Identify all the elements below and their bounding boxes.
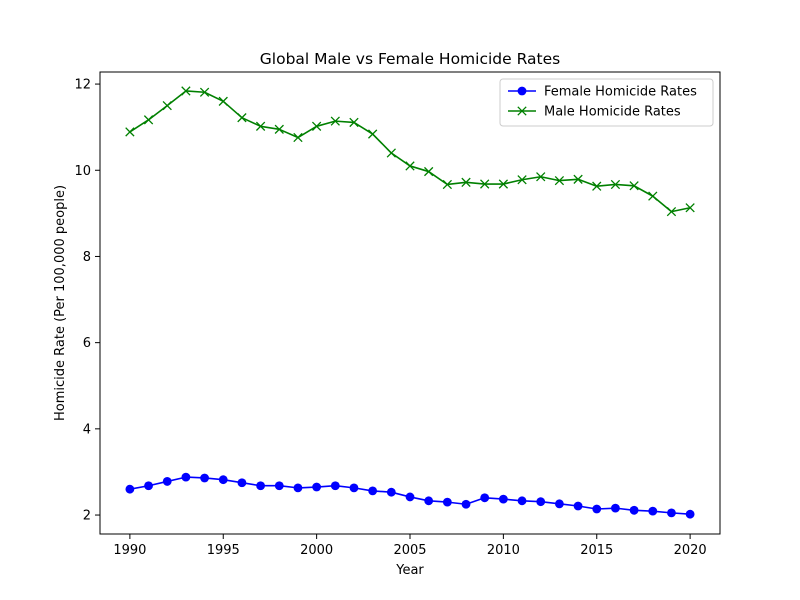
data-point	[255, 121, 266, 131]
data-point	[293, 483, 303, 493]
series-male	[125, 86, 695, 217]
data-point	[442, 497, 452, 507]
data-point	[517, 496, 527, 506]
data-point	[536, 497, 546, 507]
data-point	[667, 508, 676, 518]
data-point	[629, 181, 639, 191]
data-point	[368, 486, 378, 496]
data-point	[386, 148, 396, 158]
y-tick-label: 12	[74, 78, 91, 93]
data-point	[237, 478, 247, 488]
legend-entry: Male Homicide Rates	[508, 105, 681, 120]
data-point	[498, 494, 508, 504]
data-point	[573, 174, 583, 184]
legend-box	[499, 78, 714, 127]
data-point	[611, 503, 620, 513]
data-point	[237, 113, 247, 123]
legend-label: Male Homicide Rates	[544, 105, 681, 120]
legend: Female Homicide Rates Male Homicide Rates	[499, 78, 714, 127]
axes: 1990 1995 2000 2005 2010 2015 2020 2 4 6 8 10 12	[74, 71, 721, 558]
data-point	[181, 86, 191, 96]
data-point	[648, 506, 658, 516]
data-point	[648, 191, 658, 201]
legend-marker	[517, 106, 527, 116]
data-point	[330, 481, 340, 491]
data-point	[442, 179, 453, 190]
y-axis-title: Homicide Rate (Per 100,000 people)	[53, 185, 68, 421]
data-point	[367, 129, 378, 139]
data-point	[610, 179, 621, 190]
data-point	[461, 499, 471, 509]
data-point	[349, 117, 359, 128]
data-point	[498, 179, 509, 189]
data-point	[629, 505, 639, 515]
data-point	[405, 492, 415, 502]
plot-area	[125, 86, 695, 519]
data-point	[144, 481, 153, 491]
data-point	[312, 482, 322, 492]
x-axis-title: Year	[395, 563, 424, 578]
data-point	[274, 124, 284, 134]
data-point	[274, 481, 284, 491]
data-point	[592, 504, 602, 514]
data-point	[218, 96, 228, 106]
data-point	[125, 484, 135, 494]
data-point	[517, 175, 527, 185]
data-point	[573, 501, 583, 511]
data-point	[461, 177, 471, 187]
data-point	[554, 175, 565, 186]
data-point	[666, 206, 677, 217]
data-point	[480, 493, 490, 503]
y-tick-label: 10	[74, 164, 91, 179]
data-point	[293, 132, 303, 143]
data-point	[200, 473, 209, 483]
data-point	[480, 179, 490, 189]
data-point	[181, 472, 191, 482]
x-tick-label: 2000	[300, 543, 333, 558]
data-point	[405, 161, 415, 171]
x-tick-label: 2020	[674, 543, 707, 558]
legend-marker	[517, 86, 527, 96]
data-point	[592, 181, 602, 191]
y-tick-label: 6	[83, 336, 91, 351]
data-point	[424, 166, 434, 177]
x-tick-label: 1990	[113, 543, 146, 558]
data-point	[685, 509, 695, 519]
data-point	[311, 121, 322, 131]
data-point	[199, 87, 210, 97]
data-point	[386, 487, 396, 497]
x-tick-label: 1995	[207, 543, 240, 558]
x-tick-label: 2010	[487, 543, 520, 558]
y-tick-label: 8	[83, 250, 91, 265]
series-female	[125, 472, 695, 519]
chart-title: Global Male vs Female Homicide Rates	[260, 50, 560, 68]
data-point	[125, 127, 135, 137]
data-point	[424, 496, 434, 506]
data-point	[349, 483, 359, 493]
y-tick-label: 4	[83, 422, 91, 437]
legend-entry: Female Homicide Rates	[508, 85, 697, 100]
data-point	[330, 116, 340, 126]
legend-label: Female Homicide Rates	[544, 85, 697, 100]
y-tick-label: 2	[83, 509, 91, 524]
data-point	[162, 100, 172, 111]
data-point	[143, 115, 154, 125]
data-point	[256, 481, 266, 491]
data-point	[218, 475, 228, 485]
x-tick-label: 2015	[580, 543, 613, 558]
data-point	[162, 477, 172, 486]
data-point	[554, 499, 564, 509]
data-point	[536, 172, 546, 182]
x-tick-label: 2005	[393, 543, 426, 558]
data-point	[685, 203, 695, 213]
